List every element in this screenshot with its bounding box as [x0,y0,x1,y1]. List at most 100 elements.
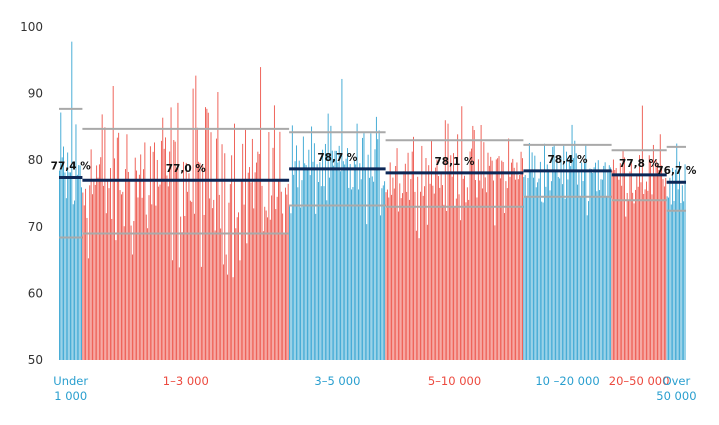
municipality-bar [296,145,297,360]
municipality-bar [371,176,373,360]
municipality-bar [487,152,489,360]
municipality-bar [338,145,340,360]
municipality-bar [283,233,285,360]
municipality-bar [100,157,102,360]
municipality-bar [216,138,217,360]
municipality-bar [560,157,562,360]
municipality-bar [615,168,617,360]
municipality-bar [636,176,638,360]
municipality-bar [406,191,408,360]
municipality-bar [130,225,132,360]
municipality-bar [159,184,161,360]
municipality-bar [351,189,352,360]
municipality-bar [662,179,664,360]
municipality-bar [289,204,290,360]
municipality-bar [537,182,539,360]
municipality-bar [122,191,124,360]
municipality-bar [333,165,335,360]
municipality-bar [410,179,412,360]
municipality-bar [661,165,663,360]
municipality-bar [253,208,255,360]
municipality-bar [133,221,135,360]
municipality-bar [121,194,122,360]
municipality-bar [446,210,448,360]
municipality-bar [606,196,607,360]
municipality-bar [228,202,230,360]
municipality-bar [165,137,166,360]
municipality-bar [188,173,190,360]
municipality-bar [657,164,658,360]
municipality-bar [672,167,674,360]
municipality-bar [74,200,76,360]
y-tick-label: 50 [28,353,43,367]
municipality-bar [340,171,341,360]
municipality-bar [633,203,635,360]
municipality-bar [105,213,107,360]
municipality-bar [619,163,621,360]
municipality-bar [415,230,417,360]
municipality-bar [227,274,228,360]
municipality-bar [126,134,128,360]
municipality-bar [422,195,424,360]
municipality-bar [461,106,463,360]
municipality-bar [185,162,187,360]
municipality-bar [173,140,175,360]
municipality-bar [679,161,680,360]
municipality-bar [621,185,623,360]
municipality-bar [652,144,654,360]
municipality-bar [147,228,149,360]
municipality-bar [680,203,682,360]
municipality-bar [148,195,150,360]
municipality-bar [442,185,443,360]
municipality-bar [585,145,587,360]
municipality-bar [298,160,300,360]
municipality-bar [348,187,350,360]
municipality-bar [513,167,515,360]
municipality-bar [396,148,398,360]
municipality-bar [78,165,80,360]
municipality-bar [389,162,391,360]
municipality-bar [229,184,231,360]
municipality-bar [198,161,200,360]
municipality-bar [160,140,162,360]
municipality-bar [579,196,581,360]
municipality-bar [469,151,471,360]
municipality-bar [308,149,310,360]
municipality-bar [330,125,332,360]
municipality-bar [570,166,572,360]
x-axis-labels: Under 1 000 1–3 000 3–5 000 5–10 000 10 –20 0… [53,374,696,403]
municipality-bar [471,148,472,360]
municipality-bar [345,158,347,360]
municipality-bar [320,186,322,360]
municipality-bar [418,238,420,360]
municipality-bar [71,41,73,361]
municipality-bar [63,146,64,360]
municipality-bar [214,230,216,360]
municipality-bar [256,162,257,360]
municipality-bar [468,199,470,360]
municipality-bar [563,145,565,360]
municipality-bar [134,157,136,360]
municipality-bar [440,172,442,360]
municipality-bar [305,165,307,360]
municipality-bar [607,170,609,360]
municipality-bar [370,133,372,360]
municipality-bar [399,183,401,360]
municipality-bar [247,172,249,360]
municipality-bar [590,169,592,360]
municipality-bar [262,231,264,360]
municipality-bar [265,210,267,360]
municipality-bar [245,129,246,360]
municipality-bar [517,179,519,360]
municipality-bar [123,226,125,360]
municipality-bar [312,161,314,360]
municipality-bar [172,260,173,360]
category-label: Over 50 000 [656,374,696,403]
municipality-bar [278,179,279,360]
municipality-bar [632,192,634,360]
municipality-bar [90,149,92,360]
municipality-bar [169,151,171,360]
municipality-bar [341,78,343,360]
municipality-bar [381,188,383,360]
mean-lines [59,167,686,184]
